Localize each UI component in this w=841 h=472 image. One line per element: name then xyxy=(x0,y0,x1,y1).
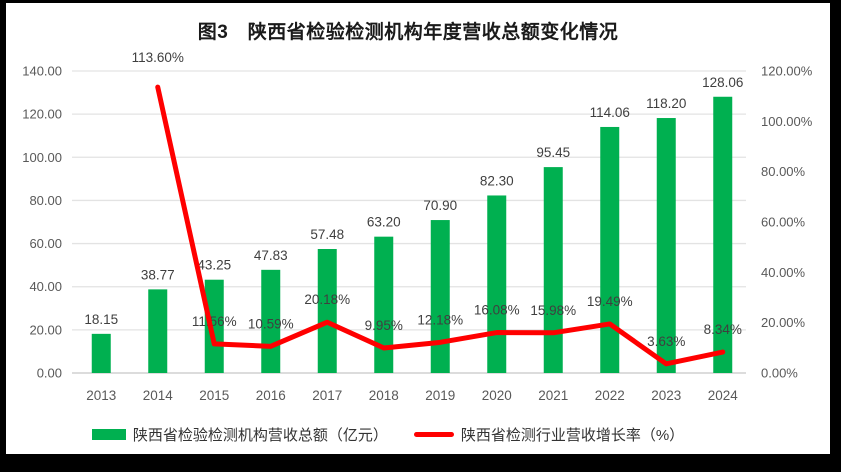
bar xyxy=(148,289,168,373)
x-axis-tick-label: 2023 xyxy=(651,388,681,403)
bar xyxy=(713,96,733,373)
bar-value-label: 47.83 xyxy=(254,248,288,263)
y-axis-tick-label-right: 100.00% xyxy=(761,114,813,129)
growth-value-label: 3.63% xyxy=(647,334,685,349)
y-axis-tick-label-left: 0.00 xyxy=(37,366,62,381)
legend-item-revenue: 陕西省检验检测机构营收总额（亿元） xyxy=(91,424,388,445)
growth-value-label: 9.95% xyxy=(365,318,403,333)
y-axis-tick-label-left: 40.00 xyxy=(29,279,62,294)
x-axis-tick-label: 2015 xyxy=(199,388,229,403)
growth-value-label: 8.34% xyxy=(704,322,742,337)
growth-value-label: 113.60% xyxy=(132,50,184,65)
growth-value-label: 11.56% xyxy=(192,314,237,329)
y-axis-tick-label-right: 20.00% xyxy=(761,315,806,330)
bar xyxy=(317,249,337,373)
bar xyxy=(430,220,450,373)
chart-legend: 陕西省检验检测机构营收总额（亿元） 陕西省检测行业营收增长率（%） xyxy=(6,424,770,445)
x-axis-tick-label: 2017 xyxy=(312,388,342,403)
bar-value-label: 18.15 xyxy=(84,312,118,327)
growth-line xyxy=(155,84,726,367)
bar xyxy=(374,236,394,373)
growth-value-label: 10.59% xyxy=(248,316,294,331)
x-axis-tick-label: 2019 xyxy=(425,388,455,403)
legend-label-revenue: 陕西省检验检测机构营收总额（亿元） xyxy=(132,427,388,444)
bar-value-label: 95.45 xyxy=(536,145,570,160)
chart-area: 图3 陕西省检验检测机构年度营收总额变化情况 18.15 38.77 43.25 47… xyxy=(6,3,830,454)
y-axis-tick-label-right: 0.00% xyxy=(761,366,798,381)
bar xyxy=(543,167,563,373)
bar-value-label: 70.90 xyxy=(423,198,457,213)
x-axis-tick-label: 2016 xyxy=(256,388,286,403)
bar xyxy=(204,279,224,373)
bar xyxy=(656,118,676,373)
growth-value-label: 19.49% xyxy=(587,294,633,309)
x-axis-tick-label: 2024 xyxy=(708,388,739,403)
y-axis-tick-label-left: 120.00 xyxy=(22,107,62,122)
x-axis-tick-label: 2018 xyxy=(369,388,399,403)
legend-bar-swatch-icon xyxy=(91,429,126,440)
x-axis-tick-label: 2014 xyxy=(143,388,174,403)
y-axis-tick-label-right: 60.00% xyxy=(761,215,806,230)
y-axis-tick-label-left: 60.00 xyxy=(29,236,62,251)
legend-line-swatch-icon xyxy=(413,432,454,437)
bar-value-label: 63.20 xyxy=(367,215,401,230)
legend-item-growth: 陕西省检测行业营收增长率（%） xyxy=(413,424,685,445)
bar-value-label: 128.06 xyxy=(702,75,743,90)
bar-value-label: 43.25 xyxy=(197,258,231,273)
bar-value-label: 38.77 xyxy=(141,267,175,282)
y-axis-tick-label-left: 100.00 xyxy=(22,150,62,165)
growth-value-label: 12.18% xyxy=(417,312,463,327)
y-axis-tick-label-right: 40.00% xyxy=(761,265,806,280)
y-axis-tick-label-left: 20.00 xyxy=(29,322,62,337)
growth-value-label: 16.08% xyxy=(474,303,520,318)
x-axis-tick-label: 2022 xyxy=(595,388,625,403)
legend-label-growth: 陕西省检测行业营收增长率（%） xyxy=(460,427,685,444)
x-axis-tick-label: 2021 xyxy=(538,388,568,403)
growth-value-label: 15.98% xyxy=(530,303,576,318)
y-axis-tick-label-right: 80.00% xyxy=(761,164,806,179)
y-axis-tick-label-left: 80.00 xyxy=(29,193,62,208)
x-axis-tick-label: 2013 xyxy=(86,388,116,403)
bar xyxy=(600,126,620,373)
y-axis-tick-label-right: 120.00% xyxy=(761,64,813,79)
growth-value-label: 20.18% xyxy=(304,292,350,307)
chart-title: 图3 陕西省检验检测机构年度营收总额变化情况 xyxy=(197,22,619,43)
bar-value-label: 82.30 xyxy=(480,173,514,188)
x-axis-tick-label: 2020 xyxy=(482,388,512,403)
bar xyxy=(487,195,507,373)
bar-value-label: 114.06 xyxy=(590,105,630,120)
bar-value-label: 57.48 xyxy=(310,227,344,242)
bar xyxy=(91,333,111,373)
y-axis-tick-label-left: 140.00 xyxy=(22,64,62,79)
bar-value-label: 118.20 xyxy=(646,96,686,111)
